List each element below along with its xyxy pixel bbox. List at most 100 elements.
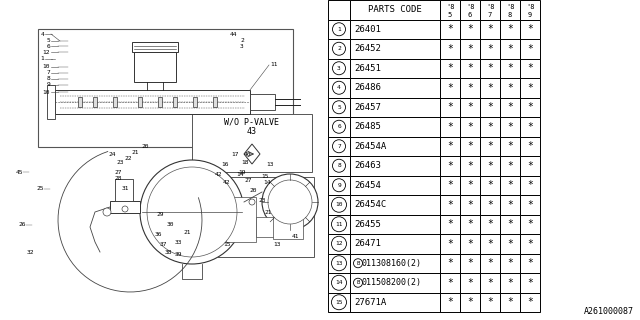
Text: 15: 15 <box>335 300 343 305</box>
Bar <box>480 253 500 273</box>
Text: 42: 42 <box>214 172 221 178</box>
Text: *: * <box>467 24 473 34</box>
Bar <box>440 195 460 214</box>
Bar <box>132 42 178 52</box>
Text: 33: 33 <box>174 239 182 244</box>
Text: *: * <box>527 83 533 93</box>
Text: 26463: 26463 <box>354 161 381 170</box>
Circle shape <box>332 236 346 251</box>
Bar <box>213 97 217 107</box>
Text: 26454A: 26454A <box>354 142 387 151</box>
Circle shape <box>332 217 346 232</box>
Text: 6: 6 <box>46 44 50 49</box>
Bar <box>500 59 520 78</box>
Bar <box>328 253 350 273</box>
Text: 8: 8 <box>46 76 50 82</box>
Bar <box>480 234 500 253</box>
Text: 23: 23 <box>259 197 266 203</box>
Bar <box>134 52 176 82</box>
Bar <box>193 97 197 107</box>
Text: *: * <box>507 219 513 229</box>
Text: 9: 9 <box>528 12 532 18</box>
Text: *: * <box>447 180 453 190</box>
Text: 30: 30 <box>166 222 173 228</box>
Text: PARTS CODE: PARTS CODE <box>368 5 422 14</box>
Text: *: * <box>507 24 513 34</box>
Text: *: * <box>507 297 513 307</box>
Bar <box>480 0 500 20</box>
Text: *: * <box>507 200 513 210</box>
Bar <box>440 98 460 117</box>
Text: 26401: 26401 <box>354 25 381 34</box>
Text: 1: 1 <box>337 27 341 32</box>
Bar <box>500 273 520 292</box>
Text: *: * <box>447 122 453 132</box>
Text: 011308160(2): 011308160(2) <box>362 259 422 268</box>
Text: 25: 25 <box>36 187 44 191</box>
Bar <box>460 234 480 253</box>
Text: 42: 42 <box>223 180 230 185</box>
Bar <box>500 195 520 214</box>
Text: 15: 15 <box>261 174 269 180</box>
Bar <box>520 234 540 253</box>
Text: *: * <box>447 102 453 112</box>
Polygon shape <box>244 144 260 164</box>
Bar <box>480 137 500 156</box>
Text: 5: 5 <box>46 38 50 44</box>
Bar <box>520 214 540 234</box>
Bar <box>500 175 520 195</box>
Bar <box>440 214 460 234</box>
Text: 8: 8 <box>508 12 512 18</box>
Bar <box>328 20 350 39</box>
Text: 3: 3 <box>337 66 341 71</box>
Bar <box>328 175 350 195</box>
Bar <box>460 0 480 20</box>
Circle shape <box>353 259 362 268</box>
Text: 14: 14 <box>263 180 271 185</box>
Text: 22: 22 <box>124 156 132 161</box>
Bar <box>350 253 440 273</box>
Text: *: * <box>527 122 533 132</box>
Bar <box>480 117 500 137</box>
Bar <box>460 59 480 78</box>
Text: 37: 37 <box>159 242 167 246</box>
Text: 6: 6 <box>468 12 472 18</box>
Bar <box>500 234 520 253</box>
Bar <box>480 156 500 175</box>
Text: 10: 10 <box>335 202 343 207</box>
Text: *: * <box>507 102 513 112</box>
Bar <box>350 78 440 98</box>
Bar <box>480 175 500 195</box>
Text: 17: 17 <box>231 153 239 157</box>
Bar <box>440 0 460 20</box>
Bar <box>173 97 177 107</box>
Circle shape <box>147 167 237 257</box>
Text: 18: 18 <box>241 159 249 164</box>
Text: 16: 16 <box>221 163 228 167</box>
Text: 2: 2 <box>240 37 244 43</box>
Text: 21: 21 <box>264 210 272 214</box>
Text: *: * <box>447 24 453 34</box>
Bar <box>460 195 480 214</box>
Text: *: * <box>447 83 453 93</box>
Bar <box>500 0 520 20</box>
Bar <box>480 195 500 214</box>
Text: *: * <box>467 102 473 112</box>
Text: 41: 41 <box>291 235 299 239</box>
Circle shape <box>332 295 346 310</box>
Text: *: * <box>447 63 453 73</box>
Bar <box>480 39 500 59</box>
Circle shape <box>103 208 111 216</box>
Text: 19: 19 <box>238 170 246 174</box>
Text: 10: 10 <box>42 90 50 94</box>
Text: *: * <box>487 219 493 229</box>
Text: *: * <box>447 200 453 210</box>
Bar <box>460 117 480 137</box>
Bar <box>350 195 440 214</box>
Text: 7: 7 <box>46 70 50 76</box>
Bar <box>520 0 540 20</box>
Text: A261000087: A261000087 <box>584 307 634 316</box>
Bar <box>500 98 520 117</box>
Circle shape <box>333 159 346 172</box>
Text: *: * <box>507 44 513 54</box>
